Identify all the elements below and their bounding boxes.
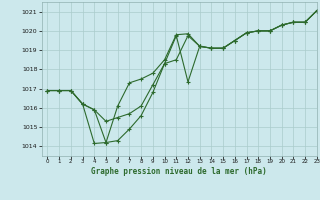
- X-axis label: Graphe pression niveau de la mer (hPa): Graphe pression niveau de la mer (hPa): [91, 167, 267, 176]
